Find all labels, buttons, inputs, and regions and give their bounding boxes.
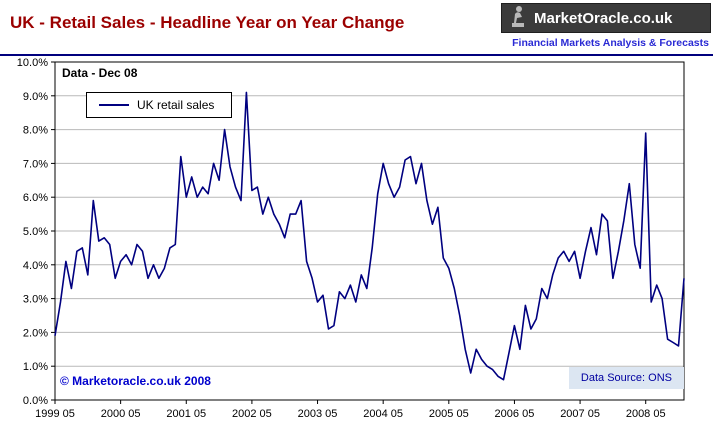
y-tick-label: 6.0%	[23, 192, 48, 204]
y-tick-label: 10.0%	[17, 57, 48, 69]
x-tick-label: 2005 05	[429, 408, 469, 420]
chart-area: 0.0% 1.0% 2.0% 3.0% 4.0% 5.0% 6.0% 7.0% 8.0% 9.0%…	[0, 56, 713, 429]
tagline: Financial Markets Analysis & Forecasts	[512, 37, 709, 49]
y-tick-label: 8.0%	[23, 125, 48, 137]
line-chart: 0.0% 1.0% 2.0% 3.0% 4.0% 5.0% 6.0% 7.0% 8.0% 9.0%…	[17, 57, 685, 420]
x-tick-label: 2000 05	[101, 408, 141, 420]
data-source-note: Data Source: ONS	[568, 367, 684, 389]
copyright-note: © Marketoracle.co.uk 2008	[60, 374, 211, 388]
legend-line-sample	[99, 104, 129, 106]
y-tick-label: 5.0%	[23, 226, 48, 238]
brand-area: MarketOracle.co.uk Financial Markets Ana…	[501, 0, 713, 49]
y-tick-label: 2.0%	[23, 327, 48, 339]
retail-sales-line	[54, 91, 685, 381]
y-tick-label: 9.0%	[23, 91, 48, 103]
x-tick-label: 2001 05	[166, 408, 206, 420]
x-tick-label: 2008 05	[626, 408, 666, 420]
data-period-label: Data - Dec 08	[62, 66, 138, 80]
x-tick-label: 2007 05	[560, 408, 600, 420]
page-title: UK - Retail Sales - Headline Year on Yea…	[10, 13, 405, 32]
legend: UK retail sales	[86, 92, 232, 118]
x-tick-label: 2004 05	[363, 408, 403, 420]
logo-text: MarketOracle.co.uk	[534, 9, 673, 27]
x-tick-label: 2002 05	[232, 408, 272, 420]
y-tick-label: 1.0%	[23, 361, 48, 373]
legend-label: UK retail sales	[137, 98, 215, 112]
y-tick-label: 4.0%	[23, 260, 48, 272]
x-tick-label: 2006 05	[495, 408, 535, 420]
statue-icon	[508, 4, 528, 33]
logo[interactable]: MarketOracle.co.uk	[501, 3, 711, 33]
y-tick-label: 7.0%	[23, 158, 48, 170]
masthead: UK - Retail Sales - Headline Year on Yea…	[0, 0, 713, 56]
y-tick-label: 0.0%	[23, 395, 48, 407]
x-tick-label: 2003 05	[298, 408, 338, 420]
y-tick-label: 3.0%	[23, 294, 48, 306]
x-tick-label: 1999 05	[35, 408, 75, 420]
